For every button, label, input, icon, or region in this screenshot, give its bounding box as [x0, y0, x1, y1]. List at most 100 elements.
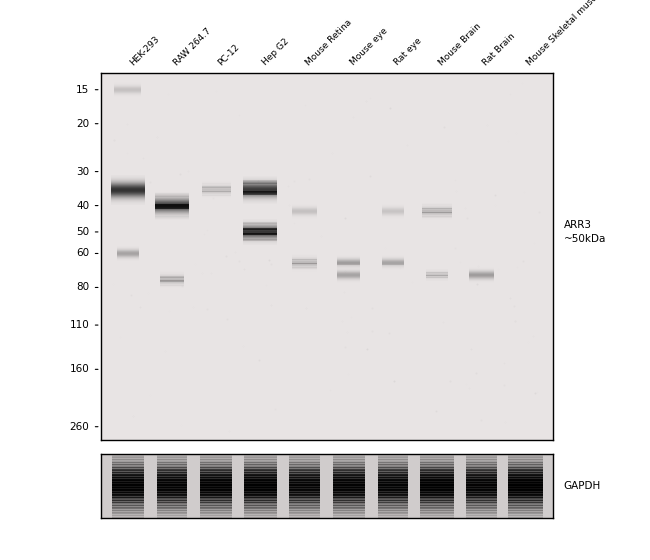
Bar [378, 500, 408, 503]
Bar [160, 271, 185, 272]
Bar [111, 194, 145, 195]
Bar [116, 260, 139, 261]
Bar [112, 493, 144, 496]
Bar [420, 477, 454, 480]
Bar [289, 460, 320, 463]
Bar [244, 508, 277, 511]
Bar [382, 258, 404, 259]
Bar [382, 206, 404, 207]
Text: Rat eye: Rat eye [393, 36, 424, 67]
Bar [244, 222, 278, 223]
Bar [508, 502, 543, 505]
Bar [420, 502, 454, 505]
Bar [466, 505, 497, 508]
Bar [289, 515, 320, 517]
Bar [289, 456, 320, 458]
Bar [244, 188, 278, 189]
Bar [508, 467, 543, 470]
Bar [466, 475, 497, 478]
Bar [382, 216, 404, 217]
Bar [292, 262, 317, 263]
Bar [292, 271, 317, 272]
Bar [508, 470, 543, 473]
Bar [289, 452, 320, 455]
Bar [292, 261, 317, 262]
Bar [333, 470, 365, 473]
Bar [466, 495, 497, 498]
Bar [337, 276, 360, 277]
Bar [378, 495, 408, 498]
Bar [508, 477, 543, 480]
Bar [244, 512, 277, 514]
Bar [244, 477, 277, 480]
Bar [422, 211, 452, 212]
Bar [292, 267, 317, 268]
Bar [382, 217, 404, 218]
Bar [244, 237, 278, 238]
Bar [111, 181, 145, 182]
Bar [116, 256, 139, 257]
Bar [157, 502, 187, 505]
Bar [200, 464, 233, 466]
Bar [378, 512, 408, 514]
Bar [155, 208, 189, 209]
Bar [112, 465, 144, 468]
Bar [337, 262, 360, 263]
Bar [157, 454, 187, 456]
Bar [420, 512, 454, 514]
Bar [155, 204, 189, 206]
Bar [289, 458, 320, 460]
Bar [466, 454, 497, 456]
Bar [422, 212, 452, 213]
Bar [111, 177, 145, 178]
Bar [420, 465, 454, 468]
Bar [112, 500, 144, 503]
Bar [508, 510, 543, 513]
Bar [337, 264, 360, 265]
Bar [244, 187, 278, 188]
Bar [202, 195, 231, 196]
Bar [337, 274, 360, 275]
Bar [292, 210, 317, 211]
Bar [155, 193, 189, 194]
Bar [426, 279, 448, 280]
Bar [112, 495, 144, 498]
Text: Mouse Retina: Mouse Retina [305, 18, 354, 67]
Bar [337, 257, 360, 258]
Bar [422, 208, 452, 209]
Bar [244, 224, 278, 225]
Bar [111, 203, 145, 204]
Bar [244, 236, 278, 237]
Bar [292, 205, 317, 206]
Bar [155, 206, 189, 208]
Bar [112, 459, 144, 461]
Bar [382, 258, 404, 259]
Bar [378, 508, 408, 511]
Bar [157, 500, 187, 503]
Bar [382, 255, 404, 256]
Bar [337, 260, 360, 261]
Bar [333, 452, 365, 455]
Bar [112, 472, 144, 475]
Bar [157, 465, 187, 468]
Bar [337, 268, 360, 269]
Bar [202, 197, 231, 198]
Bar [155, 202, 189, 203]
Bar [111, 190, 145, 192]
Bar [378, 467, 408, 470]
Bar [244, 227, 278, 228]
Bar [337, 263, 360, 264]
Bar [333, 507, 365, 510]
Bar [337, 268, 360, 269]
Bar [422, 211, 452, 212]
Bar [378, 489, 408, 491]
Bar [155, 217, 189, 218]
Bar [244, 178, 278, 179]
Bar [508, 472, 543, 475]
Bar [378, 510, 408, 513]
Bar [508, 507, 543, 510]
Bar [289, 477, 320, 480]
Bar [378, 465, 408, 468]
Bar [160, 273, 185, 274]
Bar [244, 465, 277, 468]
